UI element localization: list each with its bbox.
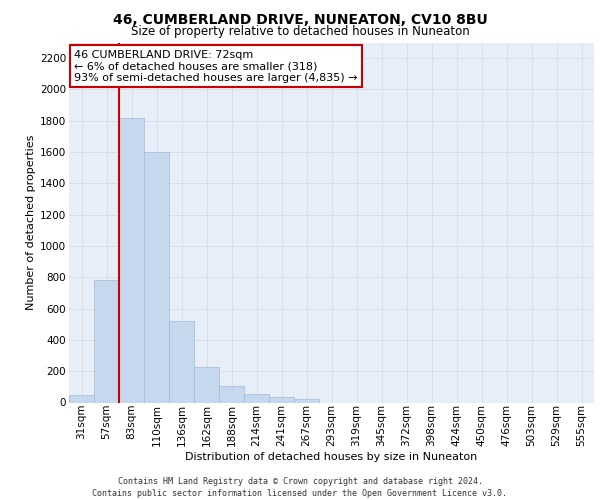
Y-axis label: Number of detached properties: Number of detached properties [26,135,36,310]
Bar [269,397,294,402]
Bar [144,152,169,403]
Bar [119,118,144,403]
Bar [194,366,219,402]
Bar [94,280,119,402]
Bar [219,386,244,402]
Text: 46 CUMBERLAND DRIVE: 72sqm
← 6% of detached houses are smaller (318)
93% of semi: 46 CUMBERLAND DRIVE: 72sqm ← 6% of detac… [74,50,358,83]
Bar [294,400,319,402]
X-axis label: Distribution of detached houses by size in Nuneaton: Distribution of detached houses by size … [185,452,478,462]
Text: 46, CUMBERLAND DRIVE, NUNEATON, CV10 8BU: 46, CUMBERLAND DRIVE, NUNEATON, CV10 8BU [113,12,487,26]
Bar [169,321,194,402]
Text: Contains HM Land Registry data © Crown copyright and database right 2024.
Contai: Contains HM Land Registry data © Crown c… [92,476,508,498]
Text: Size of property relative to detached houses in Nuneaton: Size of property relative to detached ho… [131,25,469,38]
Bar [244,394,269,402]
Bar [69,394,94,402]
